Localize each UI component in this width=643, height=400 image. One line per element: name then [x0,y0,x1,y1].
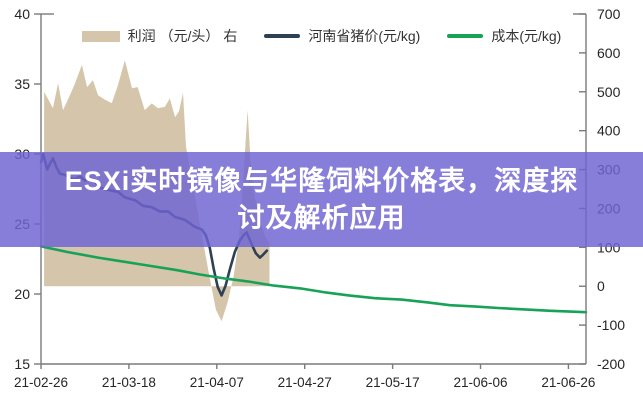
x-axis-date-label: 21-03-18 [102,375,156,390]
x-axis-date-label: 21-04-27 [278,375,332,390]
legend: 利润 （元/头） 右 河南省猪价(元/kg) 成本(元/kg) [0,26,643,46]
banner-title-line-1: ESXi实时镜像与华隆饲料价格表，深度探 [64,165,579,196]
legend-item-cost: 成本(元/kg) [447,26,561,46]
x-axis-date-label: 21-04-07 [190,375,244,390]
left-axis-tick-label: 35 [14,76,30,92]
left-axis-tick-label: 40 [14,6,30,22]
right-axis-tick-label: 500 [597,84,621,100]
left-axis-tick-label: 20 [14,286,30,302]
right-axis-tick-label: -200 [597,356,625,372]
x-axis-date-label: 21-06-06 [453,375,507,390]
left-line-series [39,245,588,314]
right-axis-tick-label: 400 [597,123,621,139]
pig-price-line-swatch-icon [264,34,301,38]
right-axis-tick-label: 600 [597,45,621,61]
banner-title-line-2: 讨及解析应用 [237,202,406,233]
right-axis-tick-label: 700 [597,6,621,22]
profit-area-swatch-icon [81,30,120,42]
title-banner-overlay: ESXi实时镜像与华隆饲料价格表，深度探 讨及解析应用 [0,152,643,247]
x-axis-date-label: 21-05-17 [366,375,420,390]
legend-label-pig-price: 河南省猪价(元/kg) [308,28,421,44]
legend-label-cost: 成本(元/kg) [491,28,562,44]
x-axis-date-label: 21-02-26 [14,375,68,390]
right-axis-tick-label: -100 [597,317,625,333]
legend-item-profit: 利润 （元/头） 右 [81,26,238,46]
legend-label-profit: 利润 （元/头） 右 [127,28,238,44]
x-axis-date-label: 21-06-26 [541,375,595,390]
legend-item-pig-price: 河南省猪价(元/kg) [264,26,420,46]
right-axis-tick-label: 0 [597,278,605,294]
cost-line-swatch-icon [447,34,484,38]
left-axis-tick-label: 15 [14,356,30,372]
